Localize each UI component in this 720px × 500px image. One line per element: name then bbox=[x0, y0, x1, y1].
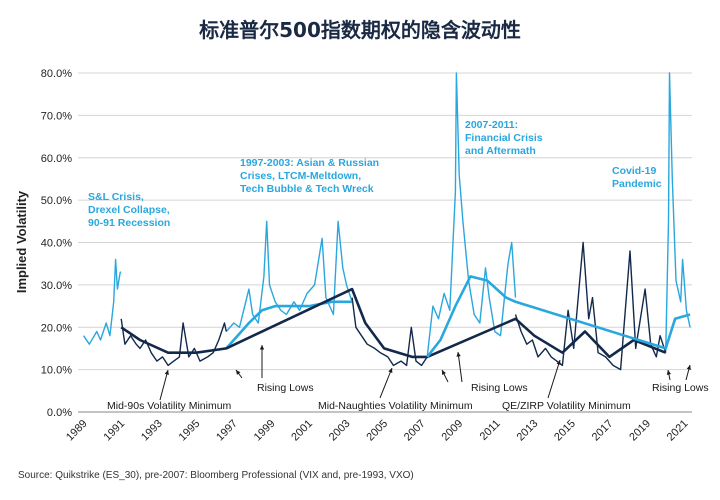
annotation-label: S&L Crisis, Drexel Collapse, 90-91 Recessi… bbox=[88, 191, 170, 229]
high-vol-line-0 bbox=[83, 258, 122, 345]
annotation-label: Rising Lows bbox=[257, 382, 314, 394]
x-tick-label: 1999 bbox=[252, 418, 278, 444]
arrow-head-icon bbox=[388, 368, 393, 373]
x-tick-labels: 1989 1991 1993 1995 1997 1999 2001 2003 2005 2007… bbox=[64, 418, 691, 444]
annotation-label: Rising Lows bbox=[652, 382, 709, 394]
arrow-head-icon bbox=[456, 352, 461, 357]
high-vol-line-3 bbox=[665, 72, 691, 353]
arrow-head-icon bbox=[442, 370, 446, 375]
arrow-head-icon bbox=[236, 370, 241, 375]
annotation-arrow bbox=[457, 351, 463, 383]
y-tick-label: 30.0% bbox=[41, 280, 72, 292]
trend-line-4 bbox=[426, 275, 691, 358]
annotation-label: QE/ZIRP Volatility Minimum bbox=[502, 400, 631, 412]
low-vol-line-0 bbox=[120, 318, 227, 367]
trend-line-3 bbox=[120, 287, 667, 359]
grid-layer bbox=[78, 72, 692, 413]
y-tick-label: 70.0% bbox=[41, 110, 72, 122]
x-tick-label: 1995 bbox=[177, 418, 203, 444]
series-layer bbox=[83, 72, 691, 371]
x-tick-label: 2007 bbox=[402, 418, 428, 444]
arrow-head-icon bbox=[666, 370, 672, 375]
source-note: Source: Quikstrike (ES_30), pre-2007: Bl… bbox=[18, 470, 414, 481]
low-vol-line-2 bbox=[514, 241, 667, 371]
y-tick-label: 40.0% bbox=[41, 238, 72, 250]
x-tick-label: 2019 bbox=[627, 418, 653, 444]
annotation-label: Rising Lows bbox=[471, 382, 528, 394]
x-tick-label: 2005 bbox=[364, 418, 390, 444]
y-tick-label: 0.0% bbox=[47, 407, 72, 419]
annotation-label: Mid-Naughties Volatility Minimum bbox=[318, 400, 473, 412]
high-vol-line-1 bbox=[225, 220, 353, 332]
y-tick-label: 80.0% bbox=[41, 68, 72, 80]
x-tick-label: 2011 bbox=[478, 418, 503, 443]
y-tick-labels: 0.0% 10.0% 20.0% 30.0% 40.0% 50.0% 60.0% 70.0% 8… bbox=[41, 68, 72, 419]
annotation-arrow bbox=[159, 369, 169, 401]
annotation-label: Covid-19 Pandemic bbox=[612, 165, 662, 190]
annotation-arrow bbox=[547, 359, 561, 399]
arrow-head-icon bbox=[686, 365, 691, 370]
x-tick-label: 1997 bbox=[214, 418, 240, 444]
y-tick-label: 20.0% bbox=[41, 322, 72, 334]
low-vol-line-1 bbox=[351, 297, 428, 367]
x-tick-label: 1991 bbox=[102, 418, 128, 444]
annotation-label: 2007-2011: Financial Crisis and Aftermath bbox=[465, 119, 543, 157]
annotation-label: 1997-2003: Asian & Russian Crises, LTCM-M… bbox=[240, 157, 379, 195]
x-tick-label: 2001 bbox=[289, 418, 315, 444]
y-tick-label: 10.0% bbox=[41, 365, 72, 377]
x-tick-label: 2015 bbox=[552, 418, 578, 444]
arrow-head-icon bbox=[556, 360, 561, 365]
annotation-label: Mid-90s Volatility Minimum bbox=[107, 400, 232, 412]
x-tick-label: 2021 bbox=[665, 418, 691, 444]
annotation-layer: S&L Crisis, Drexel Collapse, 90-91 Recessi… bbox=[88, 119, 709, 412]
x-tick-label: 1989 bbox=[64, 418, 90, 444]
x-tick-label: 2009 bbox=[439, 418, 465, 444]
x-tick-label: 1993 bbox=[139, 418, 165, 444]
annotation-arrow bbox=[379, 367, 393, 399]
y-tick-label: 60.0% bbox=[41, 153, 72, 165]
arrow-head-icon bbox=[259, 345, 265, 350]
x-tick-label: 2013 bbox=[515, 418, 541, 444]
chart-title: 标准普尔500指数期权的隐含波动性 bbox=[199, 18, 521, 42]
x-tick-label: 2017 bbox=[590, 418, 616, 444]
y-axis-label: Implied Volatility bbox=[14, 190, 29, 293]
x-tick-label: 2003 bbox=[327, 418, 353, 444]
y-tick-label: 50.0% bbox=[41, 195, 72, 207]
arrow-head-icon bbox=[164, 370, 169, 375]
